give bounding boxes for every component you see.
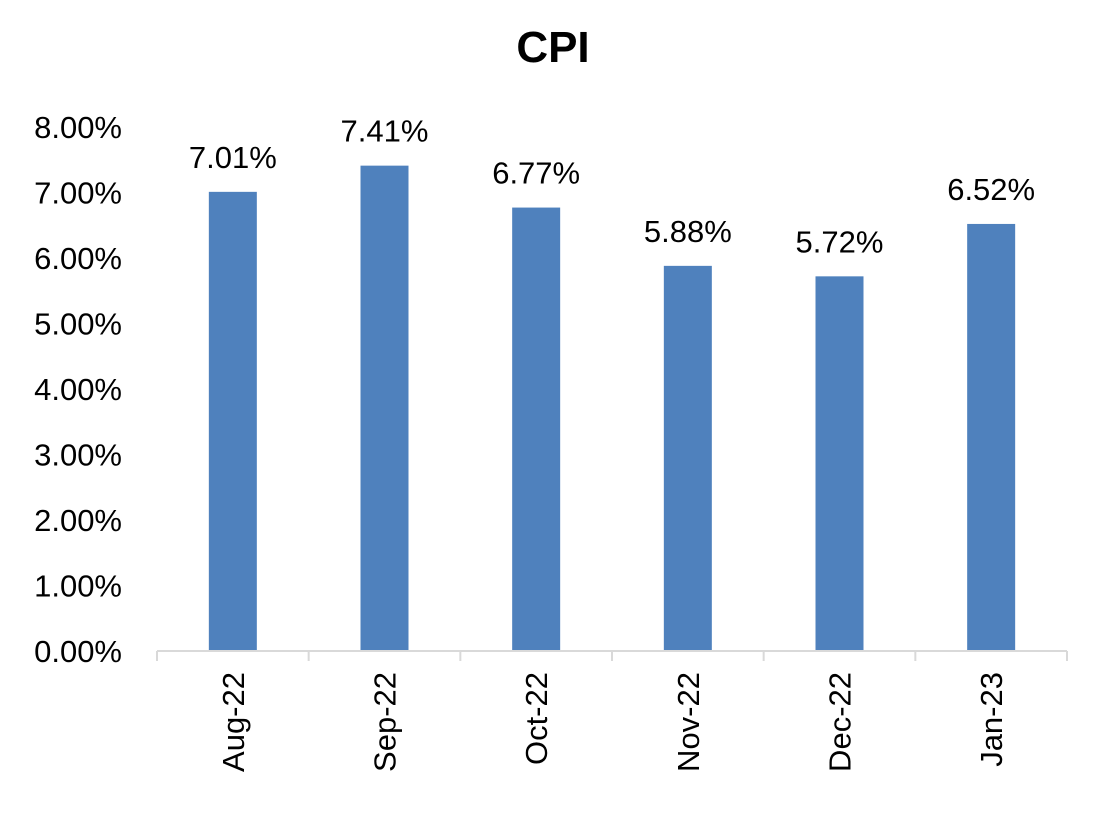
bar-jan-23 [967,223,1016,651]
y-tick-label: 8.00% [34,110,122,145]
y-tick-label: 3.00% [34,438,122,473]
y-tick-label: 1.00% [34,569,122,604]
x-tick-label: Nov-22 [671,672,706,772]
bar-dec-22 [815,276,864,651]
y-tick-label: 4.00% [34,372,122,407]
x-tick-label: Jan-23 [974,672,1009,767]
y-tick-label: 5.00% [34,307,122,342]
x-axis: Aug-22 Sep-22 Oct-22 Nov-22 Dec-22 Jan-23 [156,650,1068,772]
x-tick-label: Aug-22 [216,672,251,772]
data-labels: 7.01% 7.41% 6.77% 5.88% 5.72% 6.52% [189,114,1035,260]
bar-oct-22 [512,207,561,651]
bar-sep-22 [360,165,409,651]
x-tick-label: Dec-22 [823,672,858,772]
data-label: 5.88% [644,214,732,249]
y-tick-label: 7.00% [34,176,122,211]
y-tick-label: 0.00% [34,634,122,669]
bar-aug-22 [208,191,257,651]
bar-nov-22 [663,265,712,651]
data-label: 7.01% [189,140,277,175]
data-label: 5.72% [796,224,884,259]
data-label: 6.77% [492,156,580,191]
bar-series [208,165,1016,651]
data-label: 6.52% [947,172,1035,207]
chart-title: CPI [516,23,589,72]
y-axis: 0.00% 1.00% 2.00% 3.00% 4.00% 5.00% 6.00% 7.00%… [34,110,122,669]
x-tick-label: Sep-22 [368,672,403,772]
y-tick-label: 6.00% [34,241,122,276]
data-label: 7.41% [341,114,429,149]
y-tick-label: 2.00% [34,503,122,538]
x-tick-label: Oct-22 [519,672,554,765]
